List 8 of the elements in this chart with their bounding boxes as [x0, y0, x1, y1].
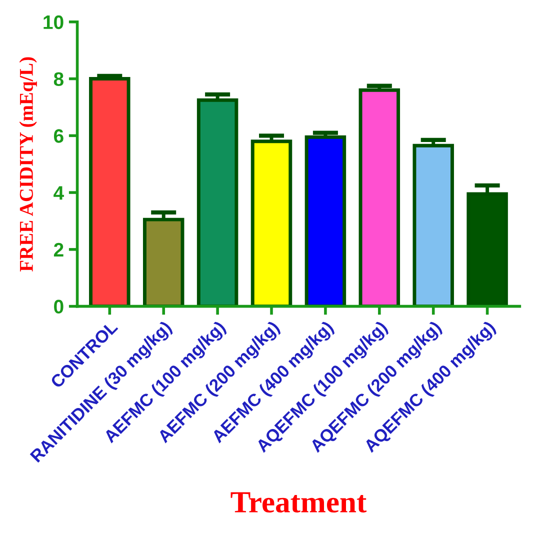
y-axis-title: FREE ACIDITY (mEq/L) — [19, 57, 37, 272]
y-tick-label: 4 — [54, 186, 64, 200]
y-tick-label: 6 — [54, 129, 64, 143]
y-tick-label: 2 — [54, 242, 64, 256]
y-tick-label: 10 — [44, 15, 64, 30]
y-tick-label: 0 — [54, 300, 64, 314]
x-axis-title: Treatment — [230, 492, 367, 513]
y-tick-label: 8 — [54, 72, 64, 86]
